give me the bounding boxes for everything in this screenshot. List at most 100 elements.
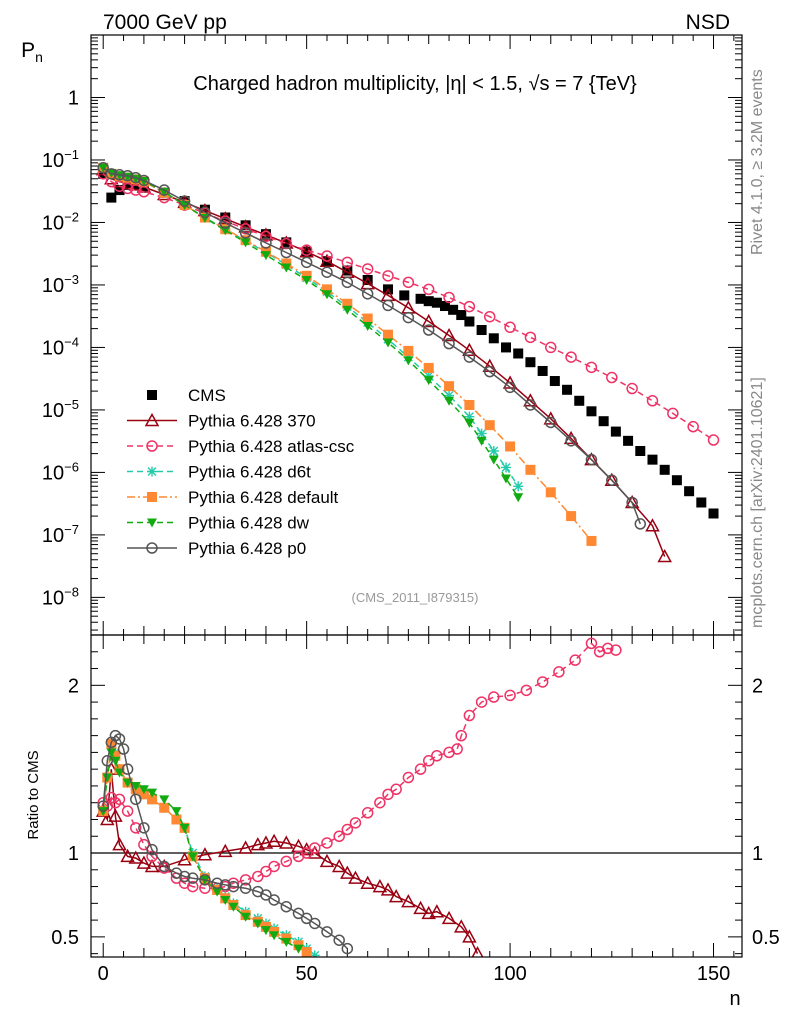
data-point [342, 298, 353, 309]
ratio-point [227, 880, 240, 893]
y-tick-label-exponent: −8 [64, 584, 79, 599]
ratio-point [260, 926, 271, 936]
ratio-point [178, 870, 191, 883]
data-point [403, 345, 414, 356]
data-point [626, 382, 638, 395]
data-point [456, 310, 467, 321]
data-point [626, 496, 638, 509]
ratio-point [250, 837, 266, 851]
legend-marker [147, 466, 157, 477]
ratio-point [280, 900, 293, 913]
data-point [122, 179, 133, 190]
y-tick-label-base: 10 [42, 587, 64, 609]
ratio-point [401, 894, 416, 908]
data-point [464, 411, 475, 422]
data-point [463, 351, 476, 363]
x-tick-label: 0 [98, 963, 109, 985]
legend-label: Pythia 6.428 atlas-csc [188, 437, 355, 456]
ratio-point [260, 889, 272, 901]
ratio-point [333, 830, 345, 842]
ratio-point [158, 860, 170, 873]
ratio-point [293, 944, 304, 954]
data-point [687, 420, 699, 433]
data-point [121, 169, 134, 182]
ratio-point [331, 858, 347, 873]
data-point [504, 321, 516, 334]
y-tick-label-main: 1 [68, 87, 79, 109]
data-point [565, 435, 577, 447]
data-point [280, 246, 293, 259]
ratio-point [536, 676, 549, 688]
data-point [524, 399, 537, 411]
series-pythia-6-428-p0 [97, 162, 647, 530]
data-point [423, 362, 434, 373]
ratio-point [321, 837, 333, 849]
y-tick-label-base: 10 [42, 462, 64, 484]
legend-entry: Pythia 6.428 p0 [127, 539, 306, 558]
y-tick-label-ratio: 2 [68, 675, 79, 697]
ratio-point [186, 872, 199, 884]
data-point [138, 186, 150, 198]
data-point [342, 305, 353, 315]
data-point [260, 251, 271, 261]
ratio-point [301, 946, 312, 957]
y-tick-label-exponent: −7 [64, 522, 79, 537]
data-point [341, 276, 354, 289]
data-point [321, 290, 332, 300]
ratio-point [441, 910, 457, 925]
ratio-point [341, 942, 354, 955]
ratio-point [431, 750, 443, 762]
data-point [549, 376, 560, 387]
y-tick-label-exponent: −2 [64, 209, 79, 224]
data-point [462, 342, 477, 357]
y-tick-label-ratio: 0.5 [51, 927, 79, 949]
ratio-point [361, 807, 374, 819]
data-point [634, 518, 647, 530]
data-point [708, 508, 719, 519]
ratio-point [227, 877, 240, 889]
data-point [537, 365, 548, 376]
data-point [260, 229, 271, 240]
ratio-point [488, 691, 500, 703]
data-point [301, 270, 312, 281]
ratio-point [475, 696, 488, 708]
ratio-point [112, 837, 127, 851]
ratio-point [309, 842, 321, 854]
data-point [667, 407, 679, 420]
data-point [525, 357, 536, 368]
data-point [646, 395, 659, 407]
ratio-point [113, 733, 126, 745]
ratio-point [569, 654, 581, 666]
data-point [513, 348, 524, 359]
ratio-point [421, 905, 436, 920]
legend-entry: Pythia 6.428 atlas-csc [127, 437, 355, 456]
ratio-point [138, 785, 149, 795]
data-point [501, 462, 512, 473]
data-point [545, 416, 557, 429]
data-point [321, 284, 332, 295]
y-tick-label-main: 10−6 [42, 459, 79, 484]
ratio-point [281, 937, 292, 947]
ratio-point [138, 822, 150, 834]
ratio-point [520, 684, 533, 697]
ratio-point [292, 907, 305, 920]
y-tick-label-main: 10−1 [42, 147, 79, 172]
ratio-point [260, 865, 272, 878]
ratio-point [101, 755, 114, 767]
data-point [501, 342, 512, 353]
data-point [659, 464, 670, 475]
data-point [130, 184, 142, 196]
ratio-point [380, 882, 396, 896]
ratio-point [462, 929, 477, 943]
data-point [280, 237, 293, 250]
ratio-point [108, 808, 123, 822]
data-point [545, 487, 556, 498]
ratio-point [319, 853, 335, 868]
data-point [342, 265, 353, 276]
data-point [383, 338, 394, 348]
data-point [421, 313, 436, 328]
data-point [598, 416, 609, 427]
data-point [114, 185, 125, 196]
data-point [606, 474, 618, 486]
